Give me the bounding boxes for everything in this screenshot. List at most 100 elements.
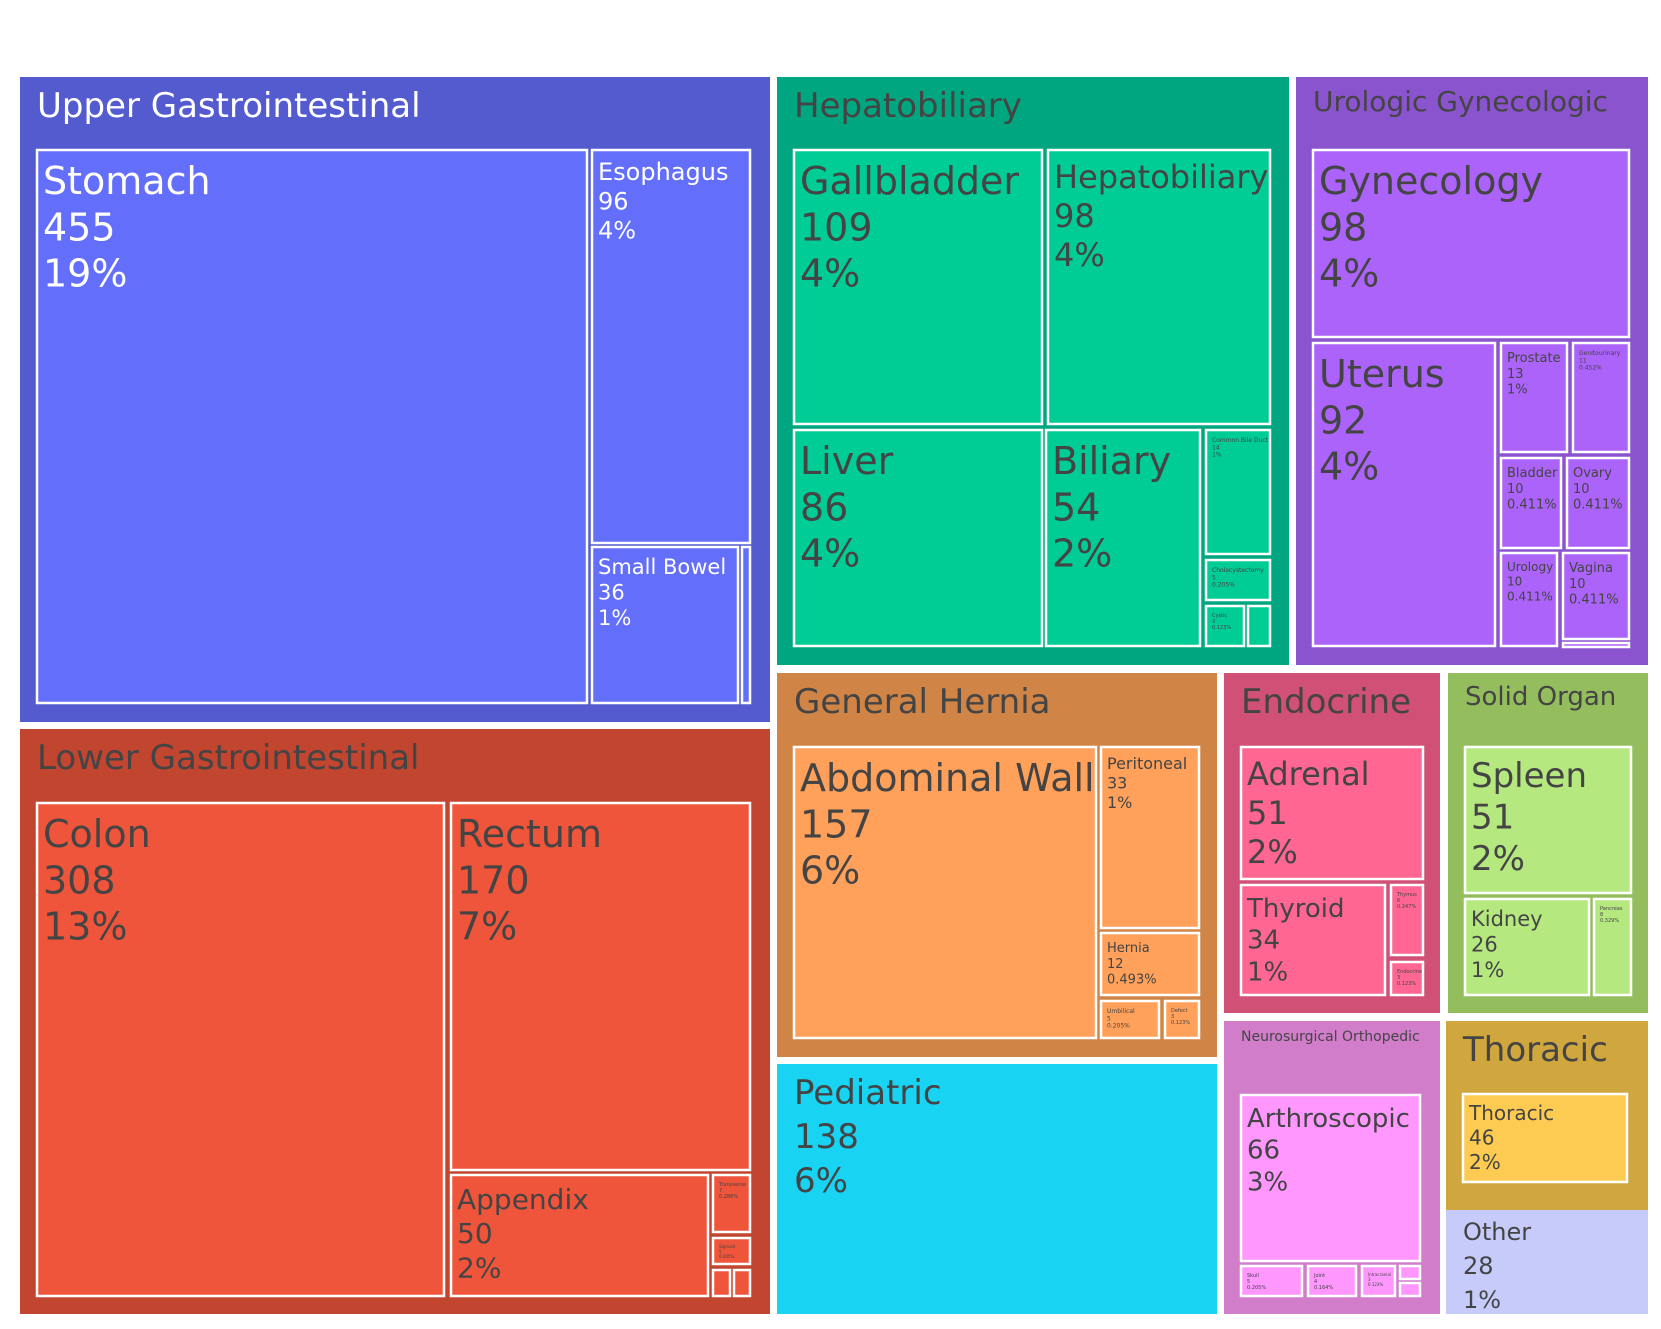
tile-transverse-rect[interactable] [711,1173,752,1234]
tile-cholecystectomy-rect[interactable] [1204,558,1272,602]
tile-uterus-rect[interactable] [1311,341,1497,648]
tile-lower-gastrointestinal-item-5[interactable] [711,1268,732,1298]
tile-skull-rect[interactable] [1239,1264,1304,1298]
group-urologic-gynecologic[interactable]: Urologic GynecologicGynecology984%Uterus… [1296,77,1648,665]
tile-item-4-rect[interactable] [1398,1264,1422,1281]
tile-sigmoid-rect[interactable] [711,1236,752,1266]
tile-gynecology-rect[interactable] [1311,148,1631,339]
group-lower-gastrointestinal[interactable]: Lower GastrointestinalColon30813%Rectum1… [20,729,770,1314]
tile-arthroscopic-rect[interactable] [1239,1093,1422,1263]
group-neurosurgical-orthopedic[interactable]: Neurosurgical Orthopedic Arthroscopic663%… [1224,1021,1440,1314]
tile-vagina-rect[interactable] [1561,551,1631,641]
tile-urology-rect[interactable] [1499,551,1559,648]
tile-thoracic-rect[interactable] [1461,1092,1629,1184]
tile-thyroid-rect[interactable] [1239,883,1387,997]
tile-spleen-rect[interactable] [1463,745,1633,895]
tile-common-bile-duct-rect[interactable] [1204,428,1272,556]
tile-urologic-gynecologic-item-8[interactable] [1561,641,1631,649]
tile-esophagus-rect[interactable] [590,148,752,545]
tile-item-8-rect[interactable] [1561,641,1631,649]
tile-adrenal-rect[interactable] [1239,745,1425,881]
group-other[interactable]: Other 28 1% [1446,1210,1648,1314]
tile-neurosurgical-orthopedic-item-4[interactable] [1398,1264,1422,1281]
tile-intracranial-rect[interactable] [1360,1264,1397,1298]
tile-hepatobiliary-item-7[interactable] [1246,604,1272,648]
group-other-tile[interactable] [1446,1210,1648,1314]
tile-bladder-rect[interactable] [1499,456,1563,550]
tile-genitourinary-rect[interactable] [1571,341,1631,454]
tile-thymus-rect[interactable] [1389,883,1425,957]
group-upper-gastrointestinal[interactable]: Upper GastrointestinalStomach45519%Esoph… [20,77,770,722]
tile-cystic-rect[interactable] [1204,604,1246,648]
tile-joint-rect[interactable] [1306,1264,1358,1298]
tile-colon-rect[interactable] [35,801,446,1298]
tile-rectum-rect[interactable] [449,801,752,1172]
group-pediatric-tile[interactable] [777,1064,1217,1314]
tile-endocrine-rect[interactable] [1389,960,1425,997]
tile-biliary-rect[interactable] [1044,428,1202,648]
tile-peritoneal-rect[interactable] [1099,745,1201,930]
tile-appendix-rect[interactable] [449,1173,710,1298]
tile-item-7-rect[interactable] [1246,604,1272,648]
tile-prostate-rect[interactable] [1499,341,1569,454]
tile-item-3-rect[interactable] [740,545,752,705]
tile-umbilical-rect[interactable] [1099,999,1161,1040]
tile-neurosurgical-orthopedic-item-5[interactable] [1398,1281,1422,1298]
tile-kidney-rect[interactable] [1463,897,1591,997]
tile-item-5-rect[interactable] [711,1268,732,1298]
tile-liver-rect[interactable] [792,428,1044,648]
tile-lower-gastrointestinal-item-6[interactable] [732,1268,752,1298]
tile-stomach-rect[interactable] [35,148,589,705]
tile-abdominal-wall-rect[interactable] [792,745,1098,1040]
tile-ovary-rect[interactable] [1565,456,1631,550]
tile-defect-rect[interactable] [1163,999,1201,1040]
group-endocrine[interactable]: EndocrineAdrenal512%Thyroid341%Thymus60.… [1224,673,1440,1013]
group-hepatobiliary[interactable]: HepatobiliaryGallbladder1094%Hepatobilia… [777,77,1289,665]
tile-hepatobiliary-rect[interactable] [1046,148,1272,426]
tile-hernia-rect[interactable] [1099,931,1201,997]
group-solid-organ[interactable]: Solid OrganSpleen512%Kidney261%Pancreas8… [1448,673,1648,1013]
tile-small-bowel-rect[interactable] [590,545,740,705]
tile-pancreas-rect[interactable] [1592,897,1633,997]
